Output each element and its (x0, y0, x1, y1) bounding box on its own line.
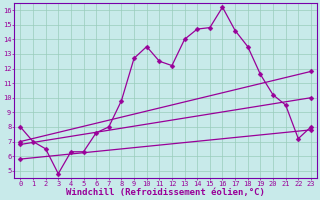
X-axis label: Windchill (Refroidissement éolien,°C): Windchill (Refroidissement éolien,°C) (66, 188, 265, 197)
